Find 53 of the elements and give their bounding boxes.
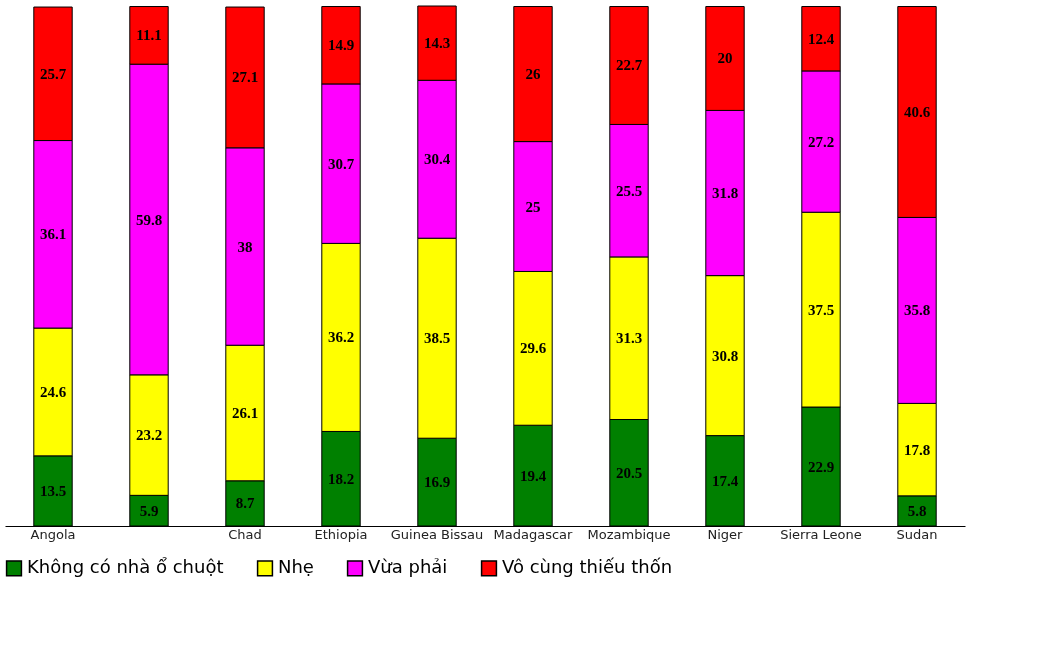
data-label: 20.5	[615, 464, 643, 481]
data-label: 36.1	[39, 226, 67, 243]
data-label: 25.7	[39, 65, 67, 82]
data-label: 25.5	[615, 182, 643, 199]
x-tick-label: Ethiopia	[314, 526, 368, 542]
legend-label: Vô cùng thiếu thốn	[502, 556, 673, 578]
data-label: 59.8	[135, 211, 163, 228]
x-tick-label: Chad	[228, 526, 262, 542]
data-label: 12.4	[807, 30, 835, 47]
data-label: 18.2	[327, 470, 355, 487]
data-label: 27.2	[807, 133, 835, 150]
data-label: 23.2	[135, 427, 163, 444]
data-label: 5.8	[907, 502, 927, 519]
data-label: 38.5	[423, 330, 451, 347]
data-label: 20	[717, 50, 733, 67]
data-label: 26.1	[231, 405, 259, 422]
data-label: 25	[525, 198, 541, 215]
data-label: 17.8	[903, 441, 931, 458]
data-label: 22.9	[807, 458, 835, 475]
data-label: 14.9	[327, 37, 355, 54]
data-label: 29.6	[519, 340, 547, 357]
x-tick-label: Sierra Leone	[780, 526, 862, 542]
data-label: 26	[525, 66, 541, 83]
data-label: 38	[237, 238, 253, 255]
data-label: 13.5	[39, 482, 67, 499]
x-tick-label: Niger	[707, 526, 744, 542]
data-label: 36.2	[327, 329, 355, 346]
x-tick-label: Madagascar	[493, 526, 574, 542]
data-label: 8.7	[235, 495, 255, 512]
data-label: 19.4	[519, 467, 547, 484]
data-label: 35.8	[903, 302, 931, 319]
data-label: 17.4	[711, 472, 739, 489]
x-tick-label: Angola	[30, 526, 76, 542]
data-label: 5.9	[139, 502, 159, 519]
data-label: 37.5	[807, 301, 835, 318]
data-label: 31.3	[615, 330, 643, 347]
x-tick-label: Guinea Bissau	[390, 526, 484, 542]
data-label: 40.6	[903, 103, 931, 120]
data-label: 30.8	[711, 347, 739, 364]
legend-label: Không có nhà ổ chuột	[27, 556, 224, 578]
x-tick-label: Mozambique	[587, 526, 671, 542]
legend-label: Nhẹ	[278, 556, 314, 578]
data-label: 30.4	[423, 151, 451, 168]
data-label: 31.8	[711, 185, 739, 202]
x-tick-label: Sudan	[896, 526, 938, 542]
data-label: 16.9	[423, 474, 451, 491]
data-label: 14.3	[423, 35, 451, 52]
data-label: 27.1	[231, 69, 259, 86]
data-label: 30.7	[327, 155, 355, 172]
data-label: 11.1	[136, 27, 162, 44]
data-label: 22.7	[615, 57, 643, 74]
legend-label: Vừa phải	[368, 556, 448, 578]
data-label: 24.6	[39, 383, 67, 400]
